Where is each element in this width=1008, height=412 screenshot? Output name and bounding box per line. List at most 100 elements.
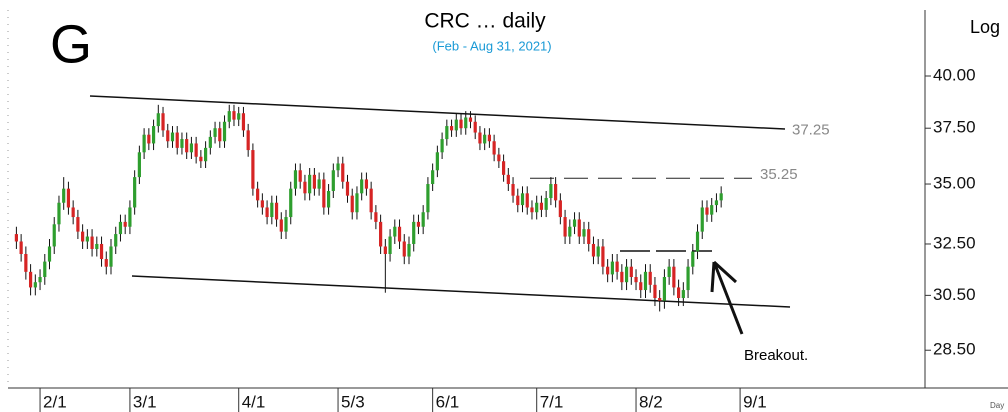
y-tick-label: 40.00 [933,65,976,84]
candle-body [681,290,685,299]
candle-body [298,170,302,182]
candle-body [695,231,700,252]
candle-body [672,266,676,288]
candle-body [208,136,212,148]
candle-body [421,212,425,227]
candle-body [260,200,264,208]
candle-body [473,121,477,133]
candle-body [170,132,175,142]
y-tick-label: 35.00 [933,174,976,193]
level-label: 37.25 [792,122,830,139]
candle-body [66,188,71,208]
candle-body [662,277,667,301]
candle-body [530,207,534,213]
candle-body [379,221,383,247]
x-tick-label: 8/2 [639,392,663,411]
candle-body [497,154,501,162]
candle-body [554,184,558,201]
x-tick-label: 2/1 [43,392,67,411]
candle-body [81,231,85,242]
candle-body [189,143,194,153]
candle-body [308,174,312,194]
candle-body [374,212,378,222]
candle-body [520,193,525,206]
candle-body [383,246,387,254]
candle-body [572,219,577,227]
candle-body [133,177,137,208]
candle-body [62,188,66,203]
x-tick-label: 7/1 [540,392,564,411]
candle-body [397,226,402,242]
candle-body [506,174,510,185]
candle-body [582,229,586,237]
candle-body [123,221,127,227]
x-tick-label: 6/1 [436,392,460,411]
candle-body [492,141,496,155]
candle-body [402,241,406,257]
lower-trendline [131,275,791,308]
candle-body [161,113,165,131]
candle-body [677,287,681,299]
breakout-arrow [710,260,744,335]
candle-body [99,243,104,260]
candle-body [293,170,298,189]
candle-body [634,277,638,283]
candle-body [719,193,723,201]
candle-body [624,266,629,283]
candle-body [563,217,567,237]
candle-body [85,236,89,242]
candle-body [558,200,562,218]
candle-body [289,188,293,218]
candle-body [435,152,439,171]
candle-body [535,202,539,213]
annotation: Breakout. [744,347,808,364]
candle-body [213,128,217,137]
candle-body [52,224,56,247]
candle-body [71,207,75,218]
candle-body [76,217,80,232]
candle-body [667,266,671,278]
candle-body [109,246,113,267]
corner-label: G [50,14,92,74]
candle-body [360,179,364,194]
candle-body [539,202,544,210]
candle-body [648,271,652,285]
candle-body [511,184,515,196]
candle-body [114,234,118,247]
candle-body [412,221,416,244]
candle-body [445,126,449,140]
x-tick-label: 5/3 [341,392,365,411]
candle-body [303,181,307,194]
candle-body [577,219,581,237]
candle-body [265,207,269,218]
candle-body [341,163,345,182]
candle-body [700,207,704,232]
candle-body [312,174,316,189]
x-tick-label: 4/1 [242,392,266,411]
candle-body [336,163,340,171]
candle-body [38,277,42,283]
candle-body [90,236,94,249]
candle-body [156,113,160,127]
candle-body [232,111,236,120]
y-tick-label: 32.50 [933,233,976,252]
candle-body [714,200,719,206]
y-tick-label: 28.50 [933,340,976,359]
candle-body [416,221,421,227]
candle-body [175,132,179,148]
candle-body [591,243,596,257]
candle-body [166,130,170,142]
candle-body [620,271,624,283]
candle-body [369,188,373,213]
candle-body [658,298,662,301]
candle-body [142,134,146,153]
candle-body [454,119,458,131]
candle-body [194,143,198,157]
candle-body [284,217,288,232]
candle-body [256,188,260,201]
candle-body [95,243,99,249]
candle-body [691,251,695,267]
candle-body [28,271,33,288]
candle-body [487,134,491,142]
chart-title: CRC … daily [424,10,546,33]
